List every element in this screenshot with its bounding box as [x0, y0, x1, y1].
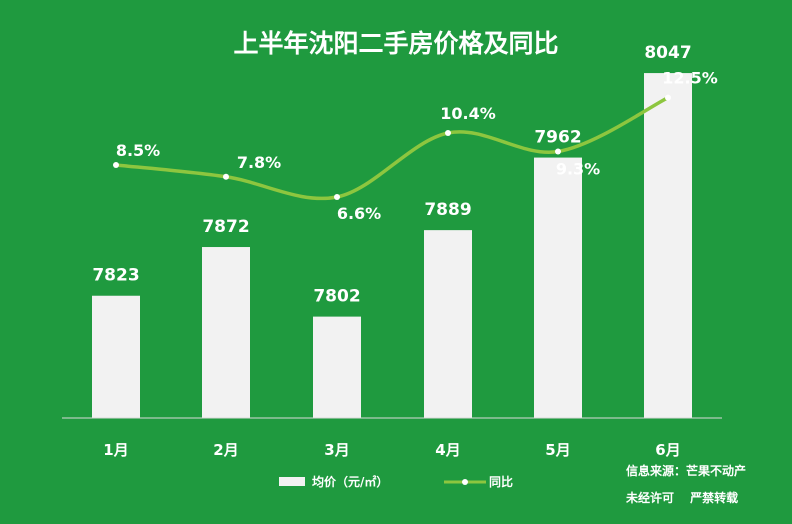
yoy-value-label: 12.5%	[662, 69, 718, 88]
yoy-value-label: 6.6%	[337, 204, 381, 223]
bar-value-label: 7872	[202, 217, 249, 237]
yoy-value-label: 7.8%	[237, 153, 281, 172]
source-line-1: 信息来源：芒果不动产	[626, 463, 746, 478]
bar	[644, 73, 692, 418]
legend-line-label: 同比	[489, 474, 513, 489]
legend-bar-swatch	[279, 477, 305, 486]
bar-value-label: 7889	[424, 200, 471, 220]
bars-group	[92, 73, 692, 418]
chart-title: 上半年沈阳二手房价格及同比	[233, 29, 558, 58]
bar-value-label: 7823	[92, 266, 139, 286]
yoy-point	[555, 148, 561, 155]
legend-bar-label: 均价（元/㎡）	[312, 474, 388, 489]
source-line-2: 未经许可 严禁转载	[625, 490, 738, 505]
legend-line-marker	[462, 479, 468, 485]
yoy-point	[445, 130, 451, 137]
bar	[424, 230, 472, 418]
yoy-value-label: 10.4%	[440, 104, 496, 123]
x-tick-label: 2月	[213, 441, 238, 459]
bar	[313, 316, 361, 418]
yoy-labels-group: 8.5% 7.8% 6.6% 10.4% 9.3% 12.5%	[116, 69, 718, 223]
yoy-value-label: 8.5%	[116, 141, 160, 160]
yoy-point	[223, 173, 229, 180]
x-tick-label: 6月	[655, 441, 680, 459]
x-tick-label: 1月	[103, 441, 128, 459]
bar	[534, 157, 582, 418]
x-tick-labels-group: 1月 2月 3月 4月 5月 6月	[103, 441, 680, 459]
bar-value-label: 8047	[644, 43, 691, 63]
yoy-point	[334, 193, 340, 200]
x-tick-label: 5月	[545, 441, 570, 459]
bar	[202, 247, 250, 418]
bar-value-label: 7802	[313, 287, 360, 307]
x-tick-label: 4月	[435, 441, 460, 459]
bar	[92, 295, 140, 418]
x-tick-label: 3月	[324, 441, 349, 459]
yoy-value-label: 9.3%	[556, 160, 600, 179]
yoy-point	[113, 162, 119, 168]
yoy-point	[665, 94, 671, 101]
bar-labels-group: 7823 7872 7802 7889 7962 8047	[92, 43, 691, 307]
bar-value-label: 7962	[534, 128, 581, 148]
yoy-line	[115, 96, 669, 201]
yoy-points-group	[113, 94, 671, 200]
legend: 均价（元/㎡） 同比	[279, 474, 513, 489]
